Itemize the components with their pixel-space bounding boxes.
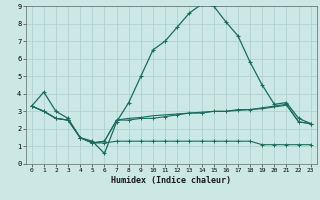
X-axis label: Humidex (Indice chaleur): Humidex (Indice chaleur) <box>111 176 231 185</box>
